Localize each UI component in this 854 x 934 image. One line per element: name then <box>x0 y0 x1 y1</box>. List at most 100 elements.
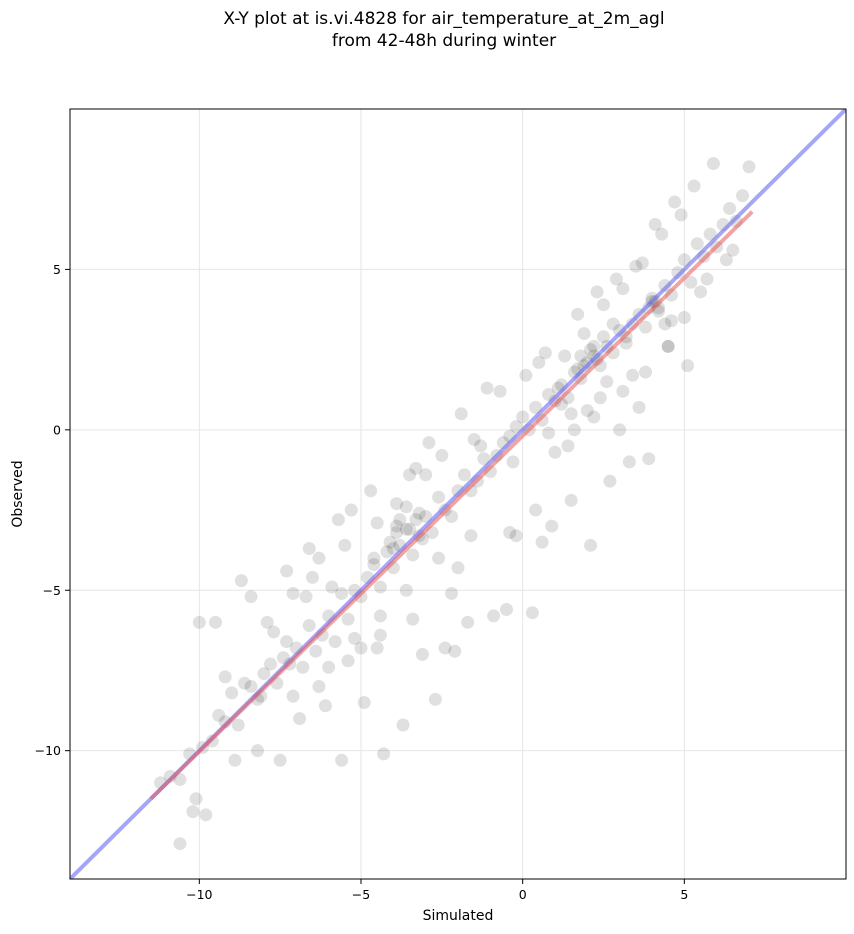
scatter-point <box>454 407 468 421</box>
scatter-point <box>548 445 562 459</box>
scatter-point <box>293 712 307 726</box>
scatter-point <box>163 769 177 783</box>
x-axis-ticks: −10 −5 0 5 <box>186 879 688 902</box>
scatter-point <box>580 404 594 418</box>
scatter-point <box>500 603 513 616</box>
scatter-point <box>244 590 258 604</box>
scatter-point <box>561 439 575 453</box>
scatter-point <box>626 368 640 382</box>
scatter-point <box>260 615 274 629</box>
scatter-point <box>322 660 336 674</box>
scatter-point <box>286 689 300 703</box>
scatter-point <box>267 625 281 639</box>
scatter-point <box>587 339 601 353</box>
scatter-point <box>548 394 562 408</box>
scatter-point <box>558 349 572 363</box>
scatter-point <box>306 570 319 584</box>
x-tick-label: −10 <box>186 887 212 902</box>
scatter-point <box>399 522 413 536</box>
scatter-point <box>390 526 404 539</box>
scatter-point <box>687 179 701 193</box>
scatter-point <box>600 375 614 389</box>
scatter-point <box>280 564 294 578</box>
scatter-point <box>509 420 523 434</box>
scatter-point <box>616 282 630 296</box>
reference-lines <box>70 109 846 879</box>
scatter-point <box>723 201 737 215</box>
scatter-point <box>577 359 591 373</box>
scatter-point <box>503 526 517 539</box>
scatter-point <box>516 410 530 424</box>
scatter-point <box>428 692 442 706</box>
scatter-point <box>655 227 669 241</box>
scatter-point <box>493 384 507 398</box>
scatter-point <box>593 391 607 405</box>
scatter-point <box>438 641 452 655</box>
scatter-point <box>480 381 494 395</box>
scatter-point <box>580 355 594 369</box>
scatter-point <box>681 359 695 373</box>
scatter-point <box>661 339 675 353</box>
scatter-point <box>477 452 491 466</box>
y-tick-label: −10 <box>35 743 61 758</box>
y-tick-label: 0 <box>53 422 61 437</box>
x-axis-label: Simulated <box>423 908 494 924</box>
plot-frame <box>69 108 847 880</box>
scatter-point <box>419 468 433 482</box>
scatter-point <box>396 718 410 732</box>
scatter-point <box>432 490 446 504</box>
scatter-point <box>525 606 539 620</box>
scatter-point <box>357 696 371 710</box>
scatter-point <box>318 699 332 713</box>
scatter-point <box>690 237 704 251</box>
scatter-point <box>341 612 355 626</box>
scatter-point <box>616 384 630 398</box>
scatter-point <box>399 583 413 597</box>
scatter-point <box>668 195 682 209</box>
scatter-point <box>694 285 707 299</box>
scatter-point <box>373 628 387 642</box>
scatter-point <box>399 500 413 514</box>
scatter-point <box>664 314 678 328</box>
scatter-point <box>367 551 381 565</box>
scatter-point <box>474 439 488 453</box>
scatter-point <box>519 368 533 382</box>
scatter-point <box>635 256 649 270</box>
scatter-point <box>542 426 556 440</box>
scatter-point <box>658 317 672 331</box>
scatter-point <box>506 455 520 469</box>
scatter-point <box>312 551 326 565</box>
scatter-point <box>415 647 429 661</box>
scatter-point <box>542 388 556 402</box>
scatter-point <box>393 513 407 527</box>
chart-title-line-1: X-Y plot at is.vi.4828 for air_temperatu… <box>223 9 664 29</box>
scatter-point <box>457 468 471 482</box>
scatter-point <box>622 455 636 469</box>
scatter-point <box>435 449 449 462</box>
scatter-point <box>335 753 349 767</box>
scatter-point <box>587 410 601 424</box>
scatter-point <box>383 535 397 549</box>
scatter-point <box>577 327 591 341</box>
scatter-point <box>529 400 543 414</box>
scatter-point <box>703 227 717 241</box>
scatter-point <box>312 680 326 693</box>
scatter-point <box>567 423 581 437</box>
scatter-point <box>377 747 391 761</box>
scatter-point <box>632 400 646 414</box>
scatter-point <box>299 590 313 604</box>
scatter-point <box>309 644 323 658</box>
scatter-point <box>390 519 404 533</box>
scatter-point <box>445 586 459 600</box>
scatter-point <box>574 349 588 363</box>
scatter-point <box>328 635 342 649</box>
scatter-point <box>199 808 213 822</box>
scatter-point <box>189 792 203 806</box>
scatter-point <box>445 509 459 523</box>
scatter-point <box>648 218 662 231</box>
scatter-point <box>296 660 310 674</box>
x-tick-label: 5 <box>680 887 688 902</box>
scatter-point <box>603 474 617 488</box>
scatter-point <box>218 670 232 684</box>
scatter-point <box>331 513 345 527</box>
